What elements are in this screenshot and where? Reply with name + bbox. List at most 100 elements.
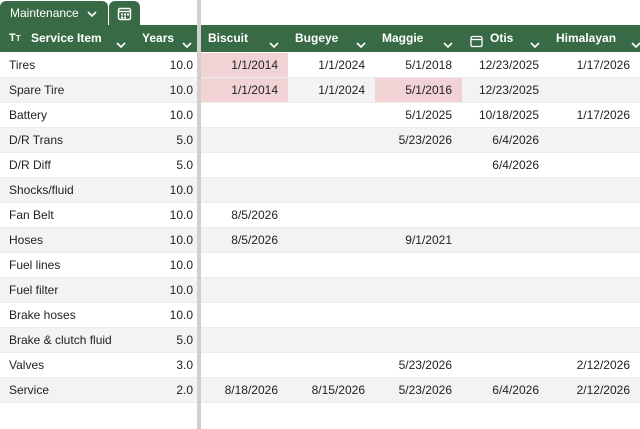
column-header[interactable]: Biscuit	[201, 25, 288, 52]
item-name: Fuel lines	[9, 258, 61, 272]
cell	[375, 328, 462, 353]
cell	[288, 353, 375, 378]
cell: 10.0	[135, 178, 201, 203]
cell: Battery	[0, 103, 135, 128]
years-value: 10.0	[169, 108, 193, 122]
cell	[462, 253, 549, 278]
header-dropdown[interactable]	[630, 33, 640, 60]
date-value: 1/1/2024	[318, 83, 365, 97]
date-value: 5/1/2018	[405, 58, 452, 72]
sheet-tab[interactable]: Maintenance	[0, 1, 108, 26]
cell: Shocks/fluid	[0, 178, 135, 203]
cell	[375, 203, 462, 228]
cell	[549, 203, 640, 228]
cell: 10.0	[135, 253, 201, 278]
cell	[201, 328, 288, 353]
cell: 1/1/2024	[288, 78, 375, 103]
years-value: 10.0	[169, 208, 193, 222]
item-name: Fan Belt	[9, 208, 54, 222]
cell: 6/4/2026	[462, 378, 549, 403]
date-value: 8/5/2026	[231, 233, 278, 247]
item-name: Valves	[9, 358, 45, 372]
cell: 5.0	[135, 128, 201, 153]
date-value: 8/5/2026	[231, 208, 278, 222]
cell	[288, 303, 375, 328]
column-header[interactable]: Years	[135, 25, 201, 52]
header-dropdown[interactable]	[268, 33, 280, 60]
item-name: Tires	[9, 58, 36, 72]
cell	[549, 128, 640, 153]
cell: 2/12/2026	[549, 378, 640, 403]
column-header[interactable]: Maggie	[375, 25, 462, 52]
cell: 1/1/2014	[201, 53, 288, 78]
cell: Service	[0, 378, 135, 403]
cell	[288, 278, 375, 303]
cell	[288, 253, 375, 278]
row-band	[0, 53, 640, 78]
text-type-icon: TT	[9, 32, 21, 44]
item-name: Hoses	[9, 233, 44, 247]
header-dropdown[interactable]	[355, 33, 367, 60]
cell: 5.0	[135, 153, 201, 178]
cell	[549, 328, 640, 353]
cell	[462, 203, 549, 228]
cell	[288, 178, 375, 203]
date-value: 10/18/2025	[478, 108, 539, 122]
cell: 1/1/2014	[201, 78, 288, 103]
cell: Tires	[0, 53, 135, 78]
cell	[201, 153, 288, 178]
date-value: 1/1/2014	[231, 58, 278, 72]
row-band	[0, 303, 640, 328]
cell	[201, 128, 288, 153]
cell: 1/17/2026	[549, 103, 640, 128]
cell: 10.0	[135, 53, 201, 78]
date-value: 1/1/2014	[231, 83, 278, 97]
cell: 5/1/2018	[375, 53, 462, 78]
item-name: Service	[9, 383, 50, 397]
years-value: 3.0	[176, 358, 193, 372]
row-band	[0, 178, 640, 203]
date-value: 6/4/2026	[492, 383, 539, 397]
years-value: 5.0	[176, 333, 193, 347]
date-value: 2/12/2026	[576, 358, 630, 372]
date-value: 2/12/2026	[576, 383, 630, 397]
cell	[201, 353, 288, 378]
header-dropdown[interactable]	[529, 33, 541, 60]
cell	[549, 278, 640, 303]
column-header[interactable]: Otis	[462, 25, 549, 52]
column-header[interactable]: Bugeye	[288, 25, 375, 52]
date-value: 5/23/2026	[398, 358, 452, 372]
cell	[549, 253, 640, 278]
header-dropdown[interactable]	[442, 33, 454, 60]
date-value: 1/1/2024	[318, 58, 365, 72]
cell: 10.0	[135, 278, 201, 303]
cell: Fan Belt	[0, 203, 135, 228]
cell: 2.0	[135, 378, 201, 403]
item-name: D/R Trans	[9, 133, 64, 147]
cell	[375, 278, 462, 303]
cell	[462, 278, 549, 303]
cell: Fuel lines	[0, 253, 135, 278]
cell: 10.0	[135, 303, 201, 328]
cell: 9/1/2021	[375, 228, 462, 253]
cell	[549, 303, 640, 328]
header-dropdown[interactable]	[181, 33, 193, 60]
years-value: 5.0	[176, 158, 193, 172]
row-band	[0, 78, 640, 103]
header-dropdown[interactable]	[115, 33, 127, 60]
column-header[interactable]: Himalayan	[549, 25, 640, 52]
cell: Valves	[0, 353, 135, 378]
cell	[549, 78, 640, 103]
cell	[462, 228, 549, 253]
calendar-tab[interactable]	[109, 1, 140, 26]
cell: 5/1/2025	[375, 103, 462, 128]
cell: 12/23/2025	[462, 78, 549, 103]
row-band	[0, 228, 640, 253]
years-value: 5.0	[176, 133, 193, 147]
date-value: 6/4/2026	[492, 158, 539, 172]
column-header[interactable]: TT Service Item	[0, 25, 135, 52]
item-name: D/R Diff	[9, 158, 51, 172]
calendar-icon	[117, 7, 132, 21]
cell: Brake hoses	[0, 303, 135, 328]
